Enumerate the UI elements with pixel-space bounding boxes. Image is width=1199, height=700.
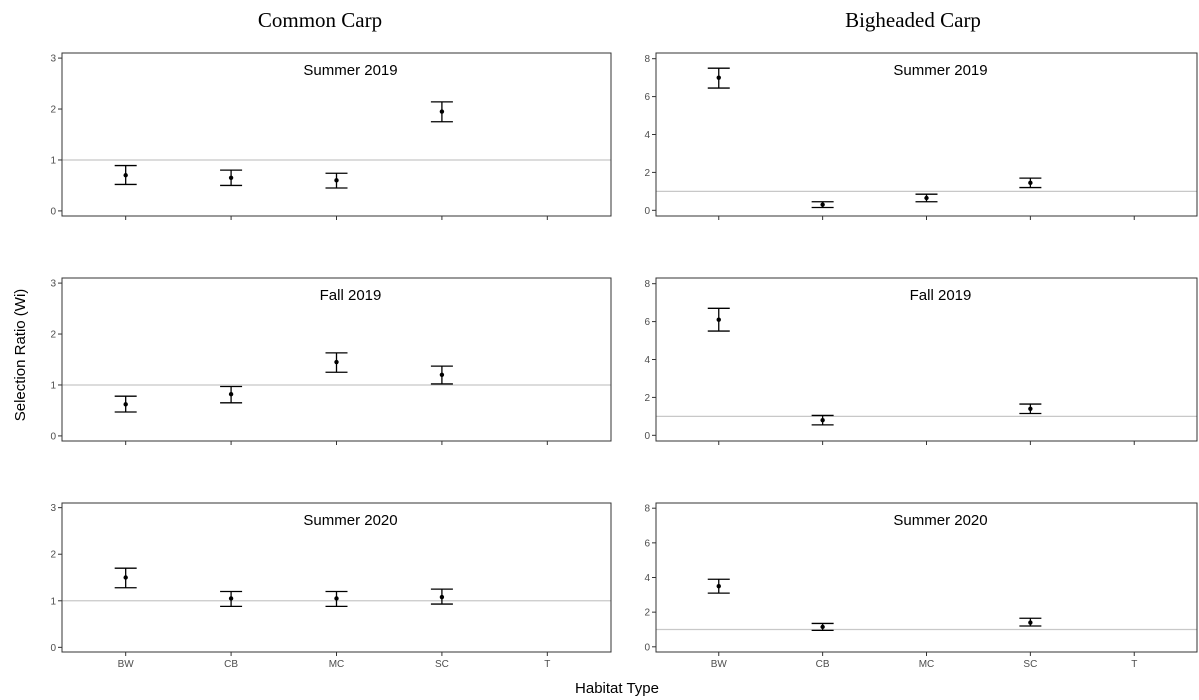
y-tick-label: 0 (644, 642, 650, 653)
x-tick-label-mc: MC (919, 659, 935, 670)
data-point-sc (439, 594, 445, 600)
y-tick-label: 4 (644, 130, 650, 141)
y-tick-label: 1 (50, 155, 56, 166)
panel-title: Summer 2019 (303, 62, 397, 79)
x-tick-label-t: T (1131, 659, 1137, 670)
data-point-cb (820, 202, 825, 207)
panel-frame (61, 277, 612, 442)
data-point-sc (1028, 620, 1033, 625)
data-point-bw (123, 173, 128, 178)
panel-frame (655, 277, 1198, 442)
panel-frame (61, 502, 612, 653)
y-tick-label: 6 (644, 92, 650, 103)
data-point-bw (716, 75, 721, 80)
panel-title: Summer 2019 (893, 62, 987, 79)
data-point-cb (228, 175, 234, 180)
data-point-sc (1028, 180, 1033, 186)
y-tick-label: 3 (50, 279, 56, 290)
panel-title: Fall 2019 (320, 287, 382, 304)
y-tick-label: 2 (644, 393, 650, 404)
panel-common-carp-fall-2019: 0 1 2 3 Fall 2019 (50, 277, 612, 445)
panel-grid: 0 1 2 3 Summer 2019 0 2 4 6 8 Summer 2019 0 1 2 3 Fall … (50, 52, 1198, 670)
x-tick-label-bw: BW (118, 659, 135, 670)
x-tick-label-sc: SC (435, 659, 449, 670)
y-tick-label: 4 (644, 573, 650, 584)
x-tick-label-sc: SC (1023, 659, 1037, 670)
y-tick-label: 0 (50, 431, 56, 442)
data-point-cb (820, 624, 825, 630)
y-tick-label: 1 (50, 380, 56, 391)
y-tick-label: 1 (50, 596, 56, 607)
panel-title: Summer 2020 (303, 512, 397, 529)
x-tick-label-cb: CB (816, 659, 830, 670)
y-tick-label: 4 (644, 355, 650, 366)
data-point-cb (820, 417, 825, 423)
y-tick-label: 8 (644, 54, 650, 65)
x-tick-label-t: T (544, 659, 550, 670)
data-point-sc (439, 109, 445, 114)
data-point-bw (716, 583, 721, 589)
x-tick-label-cb: CB (224, 659, 238, 670)
y-tick-label: 0 (644, 431, 650, 442)
y-tick-label: 2 (644, 608, 650, 619)
y-tick-label: 3 (50, 503, 56, 514)
data-point-bw (123, 402, 128, 407)
column-title-common-carp: Common Carp (258, 8, 382, 32)
column-title-bigheaded-carp: Bigheaded Carp (845, 8, 981, 32)
panel-common-carp-summer-2020: 0 1 2 3 BW CB MC SC T Summer 2020 (50, 502, 612, 670)
y-tick-label: 8 (644, 504, 650, 515)
panel-bigheaded-carp-summer-2019: 0 2 4 6 8 Summer 2019 (644, 52, 1198, 220)
panel-title: Summer 2020 (893, 512, 987, 529)
data-point-bw (123, 575, 128, 580)
x-axis-title: Habitat Type (575, 680, 659, 697)
y-tick-label: 6 (644, 317, 650, 328)
panel-bigheaded-carp-fall-2019: 0 2 4 6 8 Fall 2019 (644, 277, 1198, 445)
panel-bigheaded-carp-summer-2020: 0 2 4 6 8 BW CB MC SC T Summer 2020 (644, 502, 1198, 670)
data-point-sc (439, 372, 445, 377)
y-tick-label: 2 (50, 550, 56, 561)
y-axis-title: Selection Ratio (Wi) (12, 289, 29, 422)
data-point-mc (924, 195, 929, 201)
y-tick-label: 2 (50, 105, 56, 116)
panel-frame (61, 52, 612, 217)
y-tick-label: 2 (50, 330, 56, 341)
y-tick-label: 0 (644, 206, 650, 217)
y-tick-label: 0 (50, 206, 56, 217)
panel-frame (655, 52, 1198, 217)
y-tick-label: 3 (50, 54, 56, 65)
data-point-bw (716, 317, 721, 322)
panel-frame (655, 502, 1198, 653)
y-tick-label: 0 (50, 643, 56, 654)
data-point-mc (334, 596, 339, 601)
x-tick-label-bw: BW (711, 659, 728, 670)
data-point-mc (334, 359, 339, 365)
y-tick-label: 6 (644, 538, 650, 549)
panel-title: Fall 2019 (910, 287, 972, 304)
data-point-cb (228, 391, 234, 397)
panel-common-carp-summer-2019: 0 1 2 3 Summer 2019 (50, 52, 612, 220)
y-tick-label: 2 (644, 168, 650, 179)
data-point-sc (1028, 406, 1033, 411)
data-point-mc (334, 178, 339, 183)
x-tick-label-mc: MC (329, 659, 345, 670)
data-point-cb (228, 596, 234, 601)
y-tick-label: 8 (644, 279, 650, 290)
